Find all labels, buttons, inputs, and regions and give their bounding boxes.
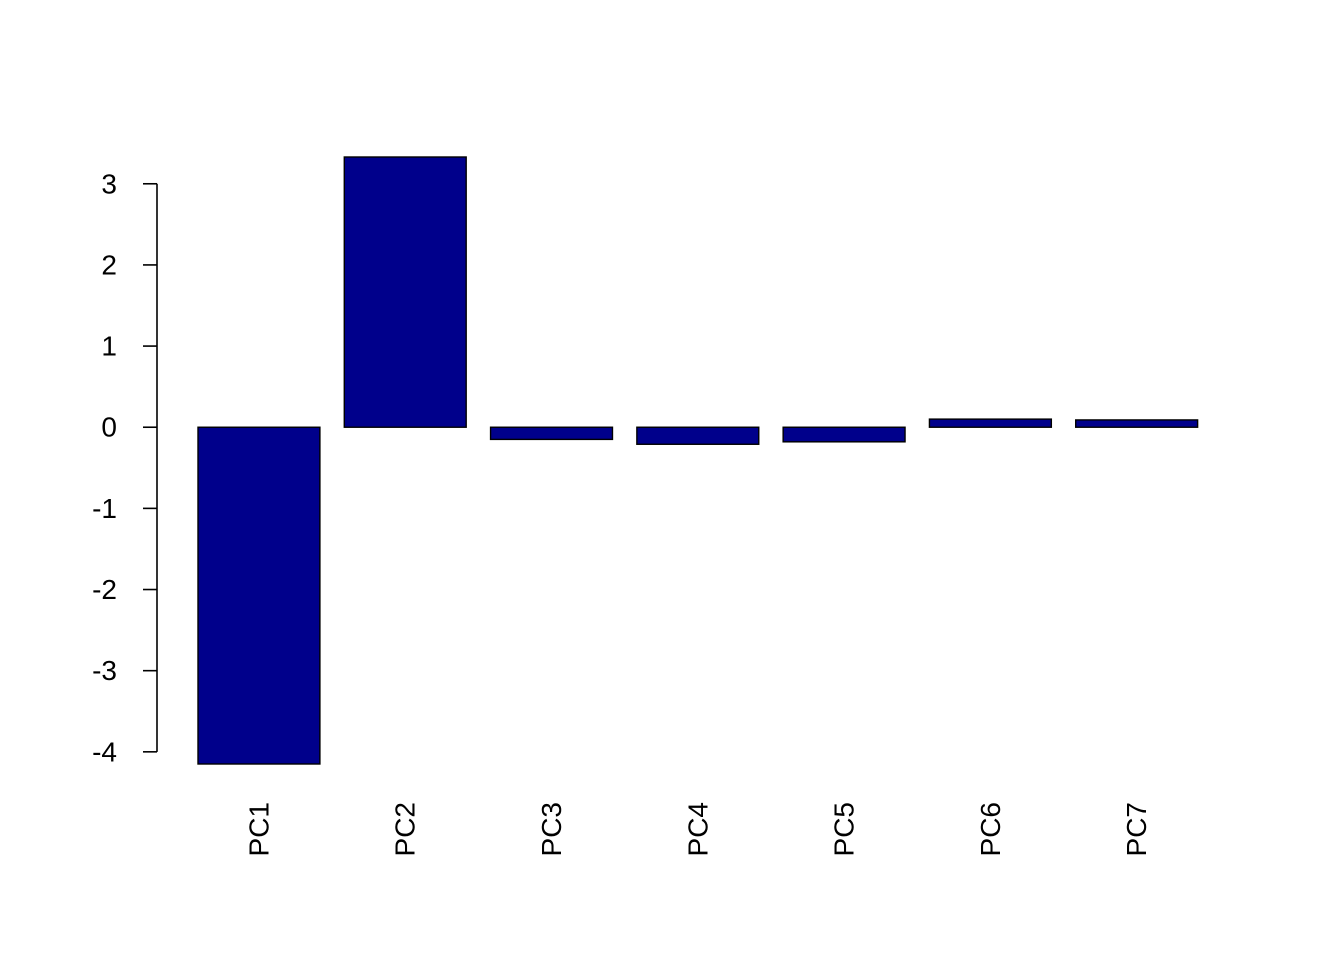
x-tick-label: PC6 <box>975 802 1006 856</box>
bar-pc7 <box>1075 419 1199 428</box>
x-tick-label: PC7 <box>1121 802 1152 856</box>
bar-pc2 <box>343 156 467 428</box>
x-tick-label: PC3 <box>536 802 567 856</box>
y-tick-label: -3 <box>92 655 117 686</box>
bar-pc1 <box>197 426 321 765</box>
x-tick-label: PC5 <box>829 802 860 856</box>
y-tick-label: 1 <box>101 331 117 362</box>
x-tick-label: PC2 <box>390 802 421 856</box>
bar-pc3 <box>489 426 614 441</box>
bar-pc5 <box>782 426 906 443</box>
x-tick-label: PC4 <box>682 802 713 856</box>
bar-pc4 <box>636 426 760 445</box>
x-axis-labels: PC1 PC2 PC3 PC4 PC5 PC6 PC7 <box>243 802 1152 856</box>
y-tick-label: -4 <box>92 736 117 767</box>
y-tick-label: 2 <box>101 249 117 280</box>
y-tick-label: -2 <box>92 574 117 605</box>
bar-pc6 <box>928 418 1053 428</box>
y-tick-label: -1 <box>92 493 117 524</box>
bars <box>197 156 1199 765</box>
y-tick-label: 0 <box>101 412 117 443</box>
y-axis: -4 -3 -2 -1 0 1 2 3 <box>92 168 158 767</box>
y-tick-label: 3 <box>101 168 117 199</box>
x-tick-label: PC1 <box>243 802 274 856</box>
